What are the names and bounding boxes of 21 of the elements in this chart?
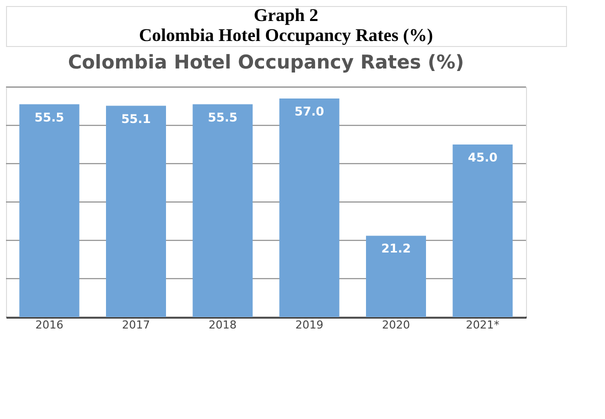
caption: Graph 2 bbox=[254, 5, 318, 25]
x-tick-label: 2019 bbox=[295, 318, 324, 332]
x-tick-label: 2017 bbox=[122, 318, 150, 332]
text: Colombia Hotel Occupancy Rates (%) bbox=[139, 25, 433, 45]
data-label: 55.5 bbox=[34, 110, 64, 124]
x-tick-label: 2018 bbox=[208, 318, 237, 332]
data-label: 55.5 bbox=[208, 110, 238, 124]
bar bbox=[452, 144, 513, 317]
bar bbox=[366, 236, 426, 317]
x-tick-label: 2021* bbox=[466, 318, 500, 332]
x-tick-label: 2020 bbox=[382, 318, 410, 332]
data-label: 45.0 bbox=[468, 150, 498, 164]
data-label: 57.0 bbox=[294, 104, 324, 118]
chart-title: Colombia Hotel Occupancy Rates (%) bbox=[68, 52, 464, 74]
bar bbox=[279, 98, 340, 317]
data-label: 21.2 bbox=[381, 242, 411, 256]
data-label: 55.1 bbox=[121, 112, 151, 126]
x-tick-label: 2016 bbox=[35, 318, 64, 332]
bar bbox=[192, 104, 253, 317]
bar bbox=[106, 106, 166, 317]
bar bbox=[19, 104, 80, 317]
